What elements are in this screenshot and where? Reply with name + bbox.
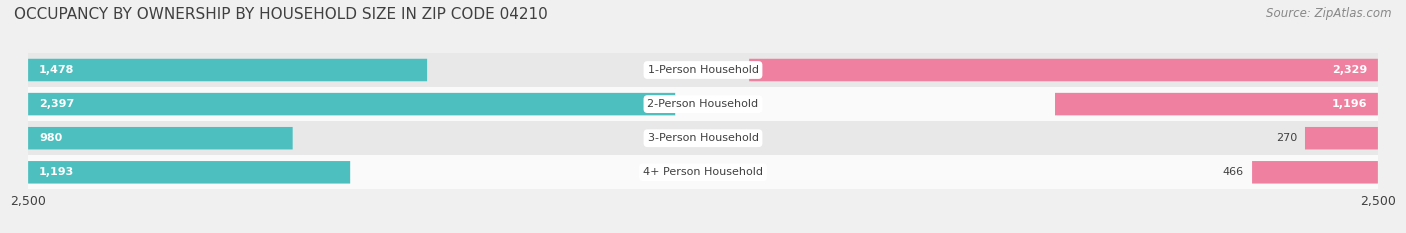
Text: Source: ZipAtlas.com: Source: ZipAtlas.com: [1267, 7, 1392, 20]
Text: 3-Person Household: 3-Person Household: [648, 133, 758, 143]
Text: 980: 980: [39, 133, 62, 143]
Text: 1,193: 1,193: [39, 167, 75, 177]
FancyBboxPatch shape: [1054, 93, 1378, 115]
Text: 466: 466: [1223, 167, 1244, 177]
FancyBboxPatch shape: [28, 161, 350, 184]
Bar: [28, 87, 1378, 121]
Text: OCCUPANCY BY OWNERSHIP BY HOUSEHOLD SIZE IN ZIP CODE 04210: OCCUPANCY BY OWNERSHIP BY HOUSEHOLD SIZE…: [14, 7, 548, 22]
Text: 270: 270: [1275, 133, 1296, 143]
Bar: [28, 121, 1378, 155]
Text: 2-Person Household: 2-Person Household: [647, 99, 759, 109]
Text: 2,329: 2,329: [1331, 65, 1367, 75]
Text: 4+ Person Household: 4+ Person Household: [643, 167, 763, 177]
Text: 1,478: 1,478: [39, 65, 75, 75]
FancyBboxPatch shape: [1253, 161, 1378, 184]
Text: 1-Person Household: 1-Person Household: [648, 65, 758, 75]
Text: 1,196: 1,196: [1331, 99, 1367, 109]
Bar: [28, 155, 1378, 189]
FancyBboxPatch shape: [1305, 127, 1378, 149]
Text: 2,397: 2,397: [39, 99, 75, 109]
FancyBboxPatch shape: [28, 93, 675, 115]
FancyBboxPatch shape: [28, 59, 427, 81]
FancyBboxPatch shape: [28, 127, 292, 149]
FancyBboxPatch shape: [749, 59, 1378, 81]
Bar: [28, 53, 1378, 87]
